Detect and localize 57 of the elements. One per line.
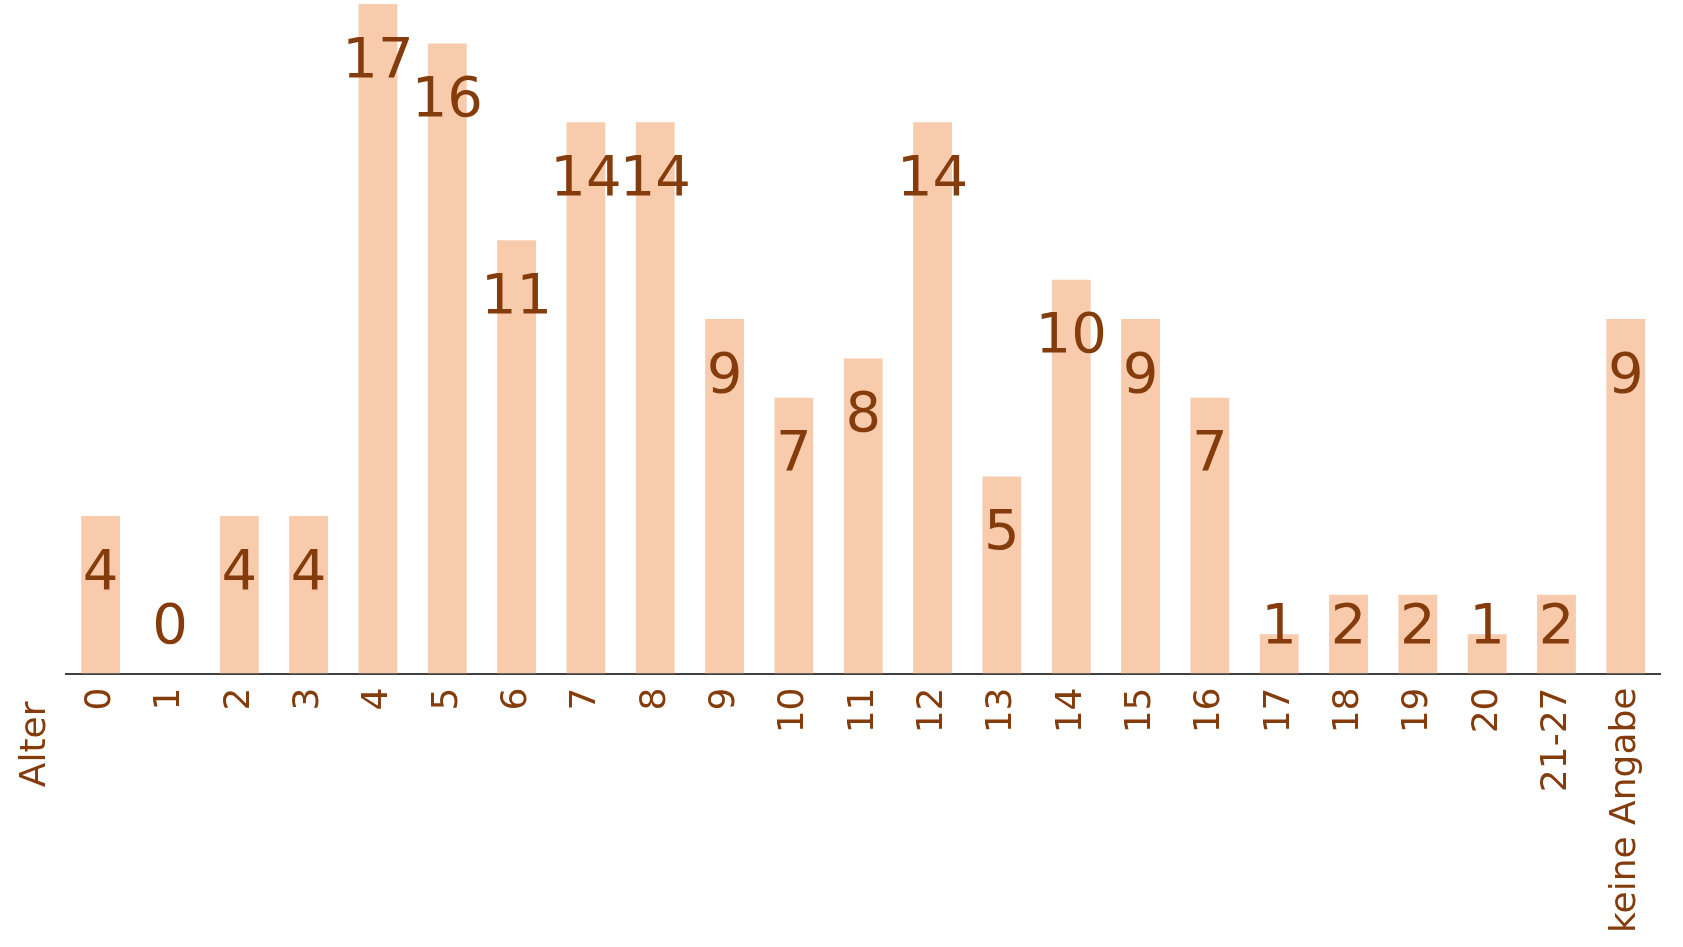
data-label: 9	[1607, 339, 1644, 405]
data-label: 5	[984, 497, 1020, 563]
x-tick-label: 15	[1116, 687, 1158, 734]
data-label: 7	[776, 418, 812, 484]
data-label: 14	[619, 142, 691, 208]
bar	[1121, 319, 1160, 674]
x-tick-label: 0	[77, 687, 119, 711]
x-tick-label: 19	[1394, 687, 1436, 734]
x-tick-label: 11	[839, 687, 881, 734]
data-label: 17	[342, 24, 414, 90]
x-tick-label: 14	[1047, 687, 1089, 734]
x-tick-label: 2	[215, 687, 257, 711]
bar	[1190, 397, 1230, 674]
x-tick-label: 18	[1324, 687, 1366, 734]
data-label: 2	[1400, 591, 1436, 657]
bar	[982, 476, 1022, 674]
x-tick-label: 10	[770, 687, 812, 734]
data-label: 9	[706, 339, 743, 405]
data-label: 14	[896, 142, 969, 208]
data-label: 7	[1192, 418, 1228, 484]
data-label: 10	[1035, 300, 1107, 366]
x-tick-label: 16	[1186, 687, 1228, 734]
x-tick-label: 20	[1463, 687, 1505, 734]
x-tick-label: 12	[908, 687, 950, 734]
bar	[81, 515, 121, 674]
data-label: 2	[1538, 591, 1575, 657]
text: Alter	[12, 701, 54, 788]
data-label: 4	[290, 536, 327, 602]
x-tick-label: 9	[700, 687, 742, 711]
bar	[1606, 319, 1646, 674]
data-label: 0	[152, 591, 188, 657]
data-label: 1	[1261, 591, 1297, 657]
x-tick-label: 4	[354, 687, 396, 711]
x-tick-label: keine Angabe	[1602, 687, 1644, 934]
data-label: 2	[1330, 591, 1367, 657]
x-tick-label: 17	[1255, 687, 1297, 734]
bar	[843, 358, 883, 674]
data-label: 9	[1122, 339, 1159, 405]
bar	[219, 515, 259, 674]
x-tick-label: 1	[146, 687, 188, 711]
x-tick-label: 13	[978, 687, 1020, 734]
x-tick-label: 5	[423, 687, 465, 711]
data-label: 8	[845, 379, 882, 444]
data-label: 14	[550, 142, 622, 208]
data-label: 1	[1469, 591, 1505, 657]
x-tick-label: 7	[562, 687, 604, 711]
x-tick-label: 21-27	[1532, 687, 1574, 793]
data-label: 4	[221, 536, 258, 602]
x-tick-label: 8	[631, 687, 673, 711]
data-label: 4	[82, 536, 119, 602]
x-tick-label: 6	[492, 687, 534, 711]
bar	[705, 319, 744, 674]
data-label: 11	[480, 260, 553, 326]
data-label: 16	[411, 63, 483, 129]
bar	[774, 397, 814, 674]
bar	[289, 515, 329, 674]
x-tick-label: 3	[284, 687, 326, 711]
